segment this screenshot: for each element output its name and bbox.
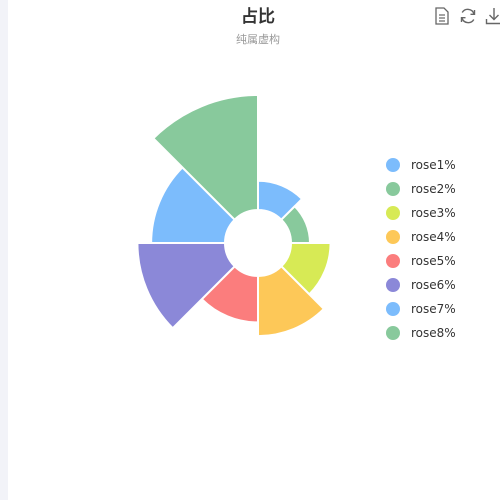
data-view-button[interactable] <box>432 6 452 26</box>
rose-slice-4[interactable] <box>257 264 326 338</box>
chart-title: 占比 <box>241 7 275 27</box>
legend-item-rose7[interactable]: rose7% <box>386 301 456 317</box>
refresh-icon <box>460 8 476 24</box>
legend-item-rose2[interactable]: rose2% <box>386 181 456 197</box>
legend-label: rose2% <box>411 182 456 196</box>
legend-swatch <box>386 182 400 196</box>
legend: rose1% rose2% rose3% rose4% rose5% rose6% rose… <box>386 157 456 341</box>
legend-swatch <box>386 230 400 244</box>
rose-slice-8[interactable] <box>151 93 259 222</box>
document-icon <box>435 7 449 25</box>
legend-label: rose8% <box>411 326 456 340</box>
legend-label: rose7% <box>411 302 456 316</box>
legend-item-rose4[interactable]: rose4% <box>386 229 456 245</box>
legend-swatch <box>386 158 400 172</box>
rose-slice-6[interactable] <box>136 242 237 330</box>
legend-item-rose3[interactable]: rose3% <box>386 205 456 221</box>
legend-swatch <box>386 302 400 316</box>
left-edge-strip <box>0 0 8 500</box>
legend-swatch <box>386 278 400 292</box>
legend-label: rose6% <box>411 278 456 292</box>
legend-swatch <box>386 206 400 220</box>
legend-label: rose3% <box>411 206 456 220</box>
restore-button[interactable] <box>458 6 478 26</box>
legend-item-rose5[interactable]: rose5% <box>386 253 456 269</box>
legend-item-rose6[interactable]: rose6% <box>386 277 456 293</box>
legend-swatch <box>386 254 400 268</box>
legend-label: rose1% <box>411 158 456 172</box>
save-image-button[interactable] <box>484 6 500 26</box>
legend-label: rose5% <box>411 254 456 268</box>
legend-swatch <box>386 326 400 340</box>
download-icon <box>485 8 500 25</box>
legend-item-rose8[interactable]: rose8% <box>386 325 456 341</box>
legend-item-rose1[interactable]: rose1% <box>386 157 456 173</box>
legend-label: rose4% <box>411 230 456 244</box>
toolbox <box>432 6 500 26</box>
chart-subtitle: 纯属虚构 <box>236 33 280 46</box>
